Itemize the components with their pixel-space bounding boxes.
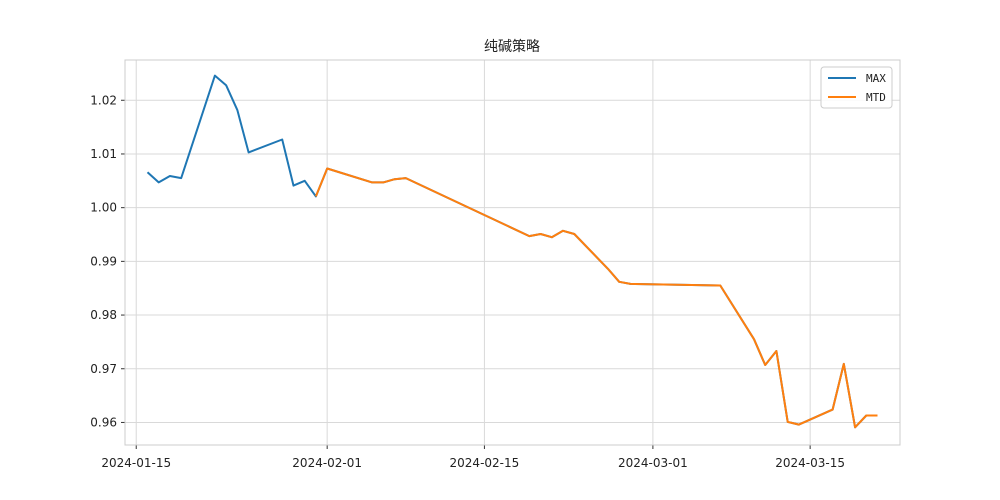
x-tick-label: 2024-03-15 — [775, 456, 845, 470]
y-tick-label: 1.02 — [90, 93, 117, 107]
axis-ticks: 2024-01-15 2024-02-01 2024-02-15 2024-03-01… — [90, 93, 845, 470]
chart-title: 纯碱策略 — [484, 38, 540, 55]
y-tick-label: 0.98 — [90, 308, 117, 322]
x-tick-label: 2024-02-01 — [292, 456, 362, 470]
series-line-max — [146, 74, 878, 429]
x-tick-label: 2024-01-15 — [101, 456, 171, 470]
y-tick-label: 1.00 — [90, 201, 117, 215]
legend-label-max: MAX — [866, 72, 886, 85]
y-tick-label: 0.96 — [90, 415, 117, 429]
series-lines — [146, 74, 878, 429]
y-tick-label: 1.01 — [90, 147, 117, 161]
x-tick-label: 2024-02-15 — [450, 456, 520, 470]
series-line-mtd — [314, 167, 878, 429]
legend: MAX MTD — [820, 66, 893, 109]
legend-label-mtd: MTD — [866, 91, 886, 104]
y-tick-label: 0.99 — [90, 254, 117, 268]
y-tick-label: 0.97 — [90, 362, 117, 376]
plot-frame — [124, 59, 901, 446]
x-tick-label: 2024-03-01 — [618, 456, 688, 470]
grid — [125, 60, 900, 445]
